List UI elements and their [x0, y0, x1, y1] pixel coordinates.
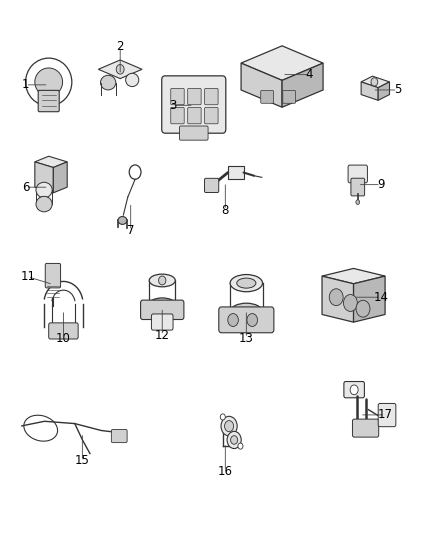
Text: 8: 8 [222, 204, 229, 217]
Circle shape [230, 435, 238, 445]
FancyBboxPatch shape [378, 403, 396, 427]
FancyBboxPatch shape [152, 314, 173, 330]
Ellipse shape [237, 278, 256, 288]
Text: 5: 5 [394, 84, 401, 96]
Text: 1: 1 [22, 78, 29, 91]
FancyBboxPatch shape [205, 179, 219, 192]
FancyBboxPatch shape [283, 91, 296, 103]
Text: 15: 15 [75, 455, 90, 467]
FancyBboxPatch shape [261, 91, 273, 103]
Ellipse shape [126, 74, 139, 86]
Text: 10: 10 [56, 332, 71, 345]
Ellipse shape [100, 75, 116, 90]
Ellipse shape [118, 216, 127, 224]
FancyBboxPatch shape [188, 88, 201, 105]
Text: 11: 11 [20, 270, 35, 283]
FancyBboxPatch shape [38, 91, 59, 112]
Polygon shape [98, 60, 142, 78]
FancyBboxPatch shape [180, 126, 208, 140]
FancyBboxPatch shape [344, 382, 364, 398]
Circle shape [225, 421, 233, 432]
FancyBboxPatch shape [219, 307, 274, 333]
Ellipse shape [36, 196, 52, 212]
Circle shape [159, 276, 166, 285]
FancyBboxPatch shape [111, 430, 127, 442]
Circle shape [356, 300, 370, 317]
Polygon shape [353, 276, 385, 322]
FancyBboxPatch shape [45, 263, 60, 288]
Circle shape [228, 313, 238, 327]
Circle shape [350, 385, 358, 395]
Text: 6: 6 [22, 181, 29, 193]
FancyBboxPatch shape [171, 108, 184, 124]
Polygon shape [53, 162, 67, 193]
Text: 13: 13 [239, 332, 254, 345]
Ellipse shape [230, 303, 262, 320]
Polygon shape [228, 166, 244, 179]
Circle shape [220, 414, 225, 420]
FancyBboxPatch shape [49, 323, 78, 339]
Circle shape [371, 78, 378, 86]
Text: 17: 17 [378, 408, 392, 422]
Text: 9: 9 [377, 178, 385, 191]
Text: 16: 16 [218, 465, 233, 478]
Polygon shape [35, 162, 53, 193]
Ellipse shape [149, 274, 175, 287]
FancyBboxPatch shape [348, 165, 367, 183]
Text: 2: 2 [117, 40, 124, 53]
FancyBboxPatch shape [171, 88, 184, 105]
Text: 14: 14 [373, 290, 389, 304]
Circle shape [238, 443, 243, 449]
Circle shape [343, 295, 357, 311]
Polygon shape [361, 76, 389, 87]
Circle shape [247, 313, 258, 327]
Circle shape [116, 64, 124, 74]
Polygon shape [361, 82, 378, 100]
FancyBboxPatch shape [205, 108, 218, 124]
Text: 12: 12 [155, 329, 170, 342]
Ellipse shape [149, 298, 175, 311]
FancyBboxPatch shape [162, 76, 226, 133]
FancyBboxPatch shape [141, 300, 184, 319]
Polygon shape [322, 269, 385, 284]
Polygon shape [241, 46, 323, 80]
Polygon shape [241, 63, 282, 107]
Text: 3: 3 [169, 99, 177, 112]
Polygon shape [322, 276, 353, 322]
Text: 4: 4 [306, 68, 313, 81]
Ellipse shape [36, 182, 52, 198]
Circle shape [356, 200, 360, 205]
Polygon shape [282, 63, 323, 107]
FancyBboxPatch shape [353, 419, 379, 437]
FancyBboxPatch shape [205, 88, 218, 105]
Circle shape [329, 289, 343, 305]
FancyBboxPatch shape [188, 108, 201, 124]
FancyBboxPatch shape [351, 178, 364, 196]
Circle shape [221, 416, 237, 436]
Ellipse shape [35, 68, 63, 96]
Ellipse shape [230, 274, 262, 292]
Polygon shape [378, 82, 389, 100]
Text: 7: 7 [127, 224, 134, 237]
Circle shape [227, 431, 241, 449]
Polygon shape [35, 156, 67, 167]
